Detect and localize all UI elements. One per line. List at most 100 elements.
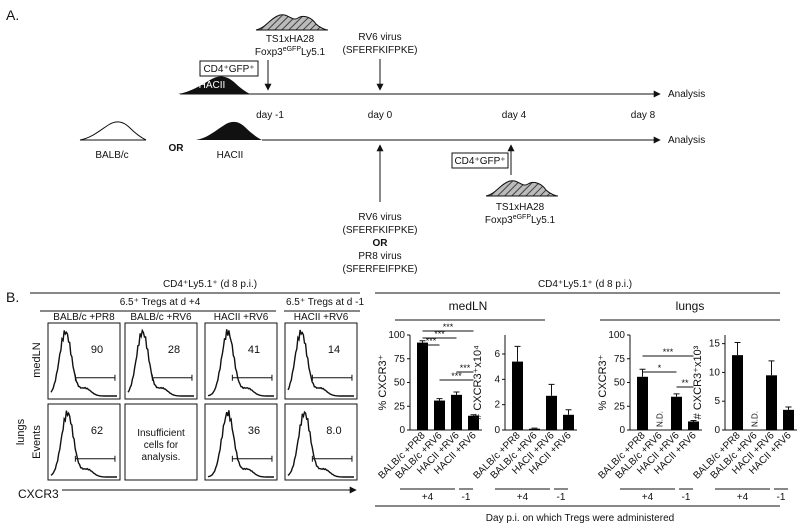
gate-percent: 36 xyxy=(248,425,260,437)
virus-label: RV6 virus xyxy=(358,32,401,43)
group-header: 6.5⁺ Tregs at d -1 xyxy=(286,297,365,308)
histogram xyxy=(287,410,354,478)
day-label: day 0 xyxy=(368,110,393,121)
y-tick-label: 0 xyxy=(494,425,500,436)
error-bar xyxy=(785,406,792,410)
mouse-icon xyxy=(79,121,147,141)
y-tick-label: 0 xyxy=(399,425,405,436)
treg-label: TS1xHA28 xyxy=(266,34,315,45)
significance: * xyxy=(658,363,662,373)
y-tick-label: 4 xyxy=(494,374,500,385)
gate xyxy=(74,374,116,381)
gate xyxy=(311,374,353,381)
column-label: HACII +RV6 xyxy=(214,312,269,323)
text: eGFP xyxy=(283,46,302,53)
bar xyxy=(783,409,794,430)
significance: *** xyxy=(451,371,462,381)
significance: *** xyxy=(663,347,674,357)
y-tick-label: 10 xyxy=(709,367,721,378)
text: Ly5.1 xyxy=(531,215,556,226)
y-tick-label: 100 xyxy=(608,330,625,341)
group-header: 6.5⁺ Tregs at d +4 xyxy=(120,297,201,308)
error-bar xyxy=(734,341,741,356)
y-axis-label: % CXCR3⁺ xyxy=(597,354,609,410)
panel-label: B. xyxy=(6,289,19,305)
error-bar xyxy=(768,360,775,376)
significance: *** xyxy=(443,322,454,332)
peptide-label: (SFERFKIFPKE) xyxy=(342,225,417,236)
gate-percent: 28 xyxy=(168,344,180,356)
day-group: +4 xyxy=(422,492,434,503)
bar xyxy=(529,428,540,430)
y-tick-label: 2 xyxy=(494,400,500,411)
column-label: BALB/c +PR8 xyxy=(53,312,115,323)
error-bar xyxy=(639,368,646,377)
y-tick-label: 100 xyxy=(388,330,405,341)
gate-percent: 14 xyxy=(328,344,340,356)
gate xyxy=(231,455,273,462)
y-tick-label: 15 xyxy=(709,339,721,350)
column-label: BALB/c +RV6 xyxy=(130,312,192,323)
text: Foxp3 xyxy=(485,215,513,226)
error-bar xyxy=(548,383,555,396)
histogram xyxy=(207,329,274,397)
y-tick-label: 6 xyxy=(494,349,500,360)
histogram-box xyxy=(284,322,358,400)
gate-percent: 62 xyxy=(91,425,103,437)
bar xyxy=(434,400,445,430)
gate xyxy=(151,374,193,381)
box-label: CD4⁺GFP⁺ xyxy=(454,156,505,167)
bar xyxy=(688,421,699,430)
histogram-box xyxy=(124,322,198,400)
mouse-icon xyxy=(178,76,250,94)
significance: *** xyxy=(434,329,445,339)
error-bar xyxy=(565,409,572,415)
bar xyxy=(671,396,682,430)
bar xyxy=(468,415,479,430)
histogram xyxy=(207,410,274,478)
treg-label: TS1xHA28 xyxy=(496,202,545,213)
text: eGFP xyxy=(513,214,532,221)
gate xyxy=(74,455,116,462)
header: CD4⁺Ly5.1⁺ (d 8 p.i.) xyxy=(163,279,257,290)
y-axis-label: % CXCR3⁺ xyxy=(377,354,389,410)
treg-label: Foxp3eGFPLy5.1 xyxy=(485,214,556,226)
bar xyxy=(546,395,557,430)
day-group: -1 xyxy=(777,492,786,503)
host-label: BALB/c xyxy=(95,150,128,161)
row-label: lungs xyxy=(15,418,27,445)
text: Ly5.1 xyxy=(301,47,326,58)
histogram-box xyxy=(124,403,198,481)
row-label: medLN xyxy=(31,342,43,378)
day-group: -1 xyxy=(462,492,471,503)
gate xyxy=(311,455,353,462)
histogram-box xyxy=(47,322,121,400)
y-tick-label: 25 xyxy=(394,401,406,412)
y-tick-label: 0 xyxy=(714,425,720,436)
day-label: day -1 xyxy=(256,110,284,121)
gate-percent: 90 xyxy=(91,344,103,356)
day-group: +4 xyxy=(737,492,749,503)
peptide-label: (SFERFEIFPKE) xyxy=(342,264,417,275)
virus-label: PR8 virus xyxy=(358,251,401,262)
y-tick-label: 50 xyxy=(614,378,626,389)
nd-label: N.D. xyxy=(751,411,760,427)
y-axis-label: # CXCR3⁺x10³ xyxy=(692,345,704,419)
mouse-icon xyxy=(196,121,262,140)
note: Insufficient cells for analysis. xyxy=(137,428,185,463)
error-bar xyxy=(470,414,477,416)
day-group: +4 xyxy=(517,492,529,503)
y-tick-label: 75 xyxy=(614,354,626,365)
bar xyxy=(451,394,462,430)
bar xyxy=(563,414,574,430)
day-group: -1 xyxy=(557,492,566,503)
tissue-header: medLN xyxy=(449,299,488,313)
analysis: Analysis xyxy=(668,89,705,100)
box-label: CD4⁺GFP⁺ xyxy=(203,64,254,75)
bar xyxy=(637,376,648,430)
error-bar xyxy=(419,340,426,343)
histogram xyxy=(287,329,354,397)
y-tick-label: 0 xyxy=(619,425,625,436)
analysis: Analysis xyxy=(668,135,705,146)
error-bar xyxy=(690,420,697,422)
